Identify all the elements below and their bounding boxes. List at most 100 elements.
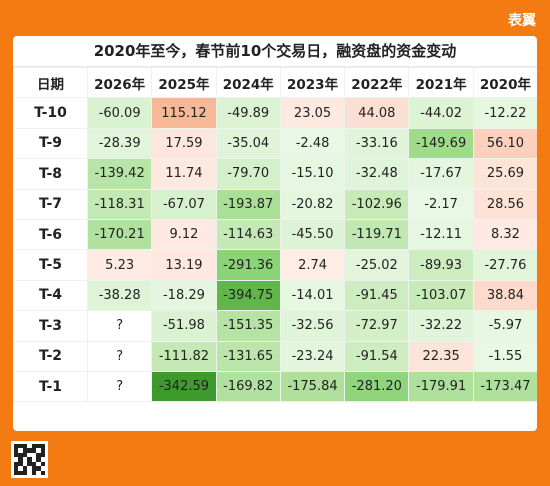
table-cell: -27.76 xyxy=(472,249,537,281)
table-cell: -291.36 xyxy=(215,249,281,281)
table-cell: -35.04 xyxy=(215,127,281,160)
table-cell: -394.75 xyxy=(215,279,281,312)
header-year: 2026年 xyxy=(86,66,153,99)
table-cell: -118.31 xyxy=(86,188,153,220)
header-year: 2023年 xyxy=(279,66,346,99)
table-cell: -32.48 xyxy=(344,158,410,190)
table-cell: -281.20 xyxy=(344,370,410,403)
header-year: 2021年 xyxy=(408,66,474,99)
table-cell: -32.22 xyxy=(408,310,474,342)
header-year: 2025年 xyxy=(151,66,217,99)
table-cell: 25.69 xyxy=(472,158,537,190)
table-cell: -170.21 xyxy=(86,218,153,251)
table-cell: -28.39 xyxy=(86,127,153,160)
table-cell: 9.12 xyxy=(151,218,217,251)
row-label: T-8 xyxy=(13,158,88,190)
table-row: T-8 -139.42 11.74 -79.70 -15.10 -32.48 -17.67 2… xyxy=(13,158,537,190)
table-cell: 44.08 xyxy=(344,97,410,129)
table-row: T-4 -38.28 -18.29 -394.75 -14.01 -91.45 -103.0… xyxy=(13,279,537,312)
table-cell: -169.82 xyxy=(215,370,281,403)
table-cell: -102.96 xyxy=(344,188,410,220)
row-label: T-7 xyxy=(13,188,88,220)
header-date: 日期 xyxy=(13,66,88,99)
table-cell: -131.65 xyxy=(215,340,281,372)
table-cell: -60.09 xyxy=(86,97,153,129)
row-label: T-5 xyxy=(13,249,88,281)
table-cell: -33.16 xyxy=(344,127,410,160)
table-header-row: 日期 2026年 2025年 2024年 2023年 2022年 2021年 2020年 xyxy=(13,66,537,99)
table-cell: 13.19 xyxy=(151,249,217,281)
table-title: 2020年至今，春节前10个交易日，融资盘的资金变动 xyxy=(13,36,537,67)
table-cell: -5.97 xyxy=(472,310,537,342)
table-cell: -179.91 xyxy=(408,370,474,403)
table-row: T-10 -60.09 115.12 -49.89 23.05 44.08 -44.02 -1… xyxy=(13,97,537,129)
table-row: T-1? -342.59 -169.82 -175.84 -281.20 -179.91-… xyxy=(13,370,537,403)
table-row: T-5 5.23 13.19 -291.36 2.74 -25.02 -89.93 -27.7… xyxy=(13,249,537,281)
table-cell: -151.35 xyxy=(215,310,281,342)
table-cell: 28.56 xyxy=(472,188,537,220)
qr-code-icon xyxy=(11,441,48,478)
table-cell: -67.07 xyxy=(151,188,217,220)
table-cell: 115.12 xyxy=(151,97,217,129)
table-cell: -1.55 xyxy=(472,340,537,372)
table-cell: -23.24 xyxy=(279,340,346,372)
table-cell: -2.48 xyxy=(279,127,346,160)
row-label: T-3 xyxy=(13,310,88,342)
table-cell: ? xyxy=(86,310,153,342)
table-cell: -17.67 xyxy=(408,158,474,190)
table-cell: -12.22 xyxy=(472,97,537,129)
table-cell: -49.89 xyxy=(215,97,281,129)
table-cell: ? xyxy=(86,370,153,403)
row-label: T-4 xyxy=(13,279,88,312)
header-year: 2020年 xyxy=(472,66,537,99)
table-cell: -91.45 xyxy=(344,279,410,312)
table-card: 2020年至今，春节前10个交易日，融资盘的资金变动 日期 2026年 2025年 2… xyxy=(13,36,537,431)
table-cell: 17.59 xyxy=(151,127,217,160)
table-cell: -20.82 xyxy=(279,188,346,220)
table-cell: -119.71 xyxy=(344,218,410,251)
header-year: 2024年 xyxy=(215,66,281,99)
table-cell: 56.10 xyxy=(472,127,537,160)
table-cell: ? xyxy=(86,340,153,372)
row-label: T-1 xyxy=(13,370,88,403)
table-cell: -38.28 xyxy=(86,279,153,312)
table-cell: 23.05 xyxy=(279,97,346,129)
table-cell: -44.02 xyxy=(408,97,474,129)
table-cell: -2.17 xyxy=(408,188,474,220)
table-cell: -72.97 xyxy=(344,310,410,342)
table-cell: -12.11 xyxy=(408,218,474,251)
table-cell: -103.07 xyxy=(408,279,474,312)
row-label: T-6 xyxy=(13,218,88,251)
table-cell: -51.98 xyxy=(151,310,217,342)
table-cell: -91.54 xyxy=(344,340,410,372)
table-cell: -32.56 xyxy=(279,310,346,342)
table-cell: -175.84 xyxy=(279,370,346,403)
table-cell: -114.63 xyxy=(215,218,281,251)
table-cell: -14.01 xyxy=(279,279,346,312)
table-cell: 8.32 xyxy=(472,218,537,251)
row-label: T-2 xyxy=(13,340,88,372)
table-cell: -25.02 xyxy=(344,249,410,281)
table-row: T-3? -51.98 -151.35 -32.56 -72.97 -32.22 -5.97 xyxy=(13,310,537,342)
table-cell: 2.74 xyxy=(279,249,346,281)
brand-logo-text: 表翼 xyxy=(508,13,536,29)
table-cell: -45.50 xyxy=(279,218,346,251)
table-cell: 11.74 xyxy=(151,158,217,190)
row-label: T-9 xyxy=(13,127,88,160)
table-cell: -18.29 xyxy=(151,279,217,312)
table-cell: 5.23 xyxy=(86,249,153,281)
table-cell: -342.59 xyxy=(151,370,217,403)
table-row: T-2? -111.82 -131.65 -23.24 -91.54 22.35 -1.55 xyxy=(13,340,537,372)
table-row: T-6 -170.21 9.12 -114.63 -45.50 -119.71 -12.11… xyxy=(13,218,537,251)
table-cell: 38.84 xyxy=(472,279,537,312)
table-row: T-9 -28.39 17.59 -35.04 -2.48 -33.16 -149.69 56… xyxy=(13,127,537,160)
row-label: T-10 xyxy=(13,97,88,129)
data-table: 日期 2026年 2025年 2024年 2023年 2022年 2021年 2020年 T-… xyxy=(13,66,537,403)
table-cell: -193.87 xyxy=(215,188,281,220)
header-year: 2022年 xyxy=(344,66,410,99)
table-row: T-7 -118.31 -67.07 -193.87 -20.82 -102.96 -2.1… xyxy=(13,188,537,220)
table-cell: -139.42 xyxy=(86,158,153,190)
table-cell: 22.35 xyxy=(408,340,474,372)
table-cell: -173.47 xyxy=(472,370,537,403)
table-cell: -79.70 xyxy=(215,158,281,190)
